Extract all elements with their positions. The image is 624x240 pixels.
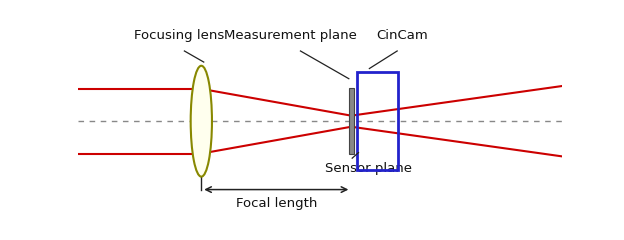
Text: Focal length: Focal length bbox=[236, 197, 317, 210]
Ellipse shape bbox=[191, 66, 212, 177]
Text: Focusing lens: Focusing lens bbox=[134, 29, 225, 42]
Text: CinCam: CinCam bbox=[376, 29, 428, 42]
Text: Measurement plane: Measurement plane bbox=[225, 29, 357, 42]
Text: Sensor plane: Sensor plane bbox=[324, 162, 412, 175]
Bar bbox=[357, 72, 398, 170]
Bar bbox=[349, 88, 354, 155]
